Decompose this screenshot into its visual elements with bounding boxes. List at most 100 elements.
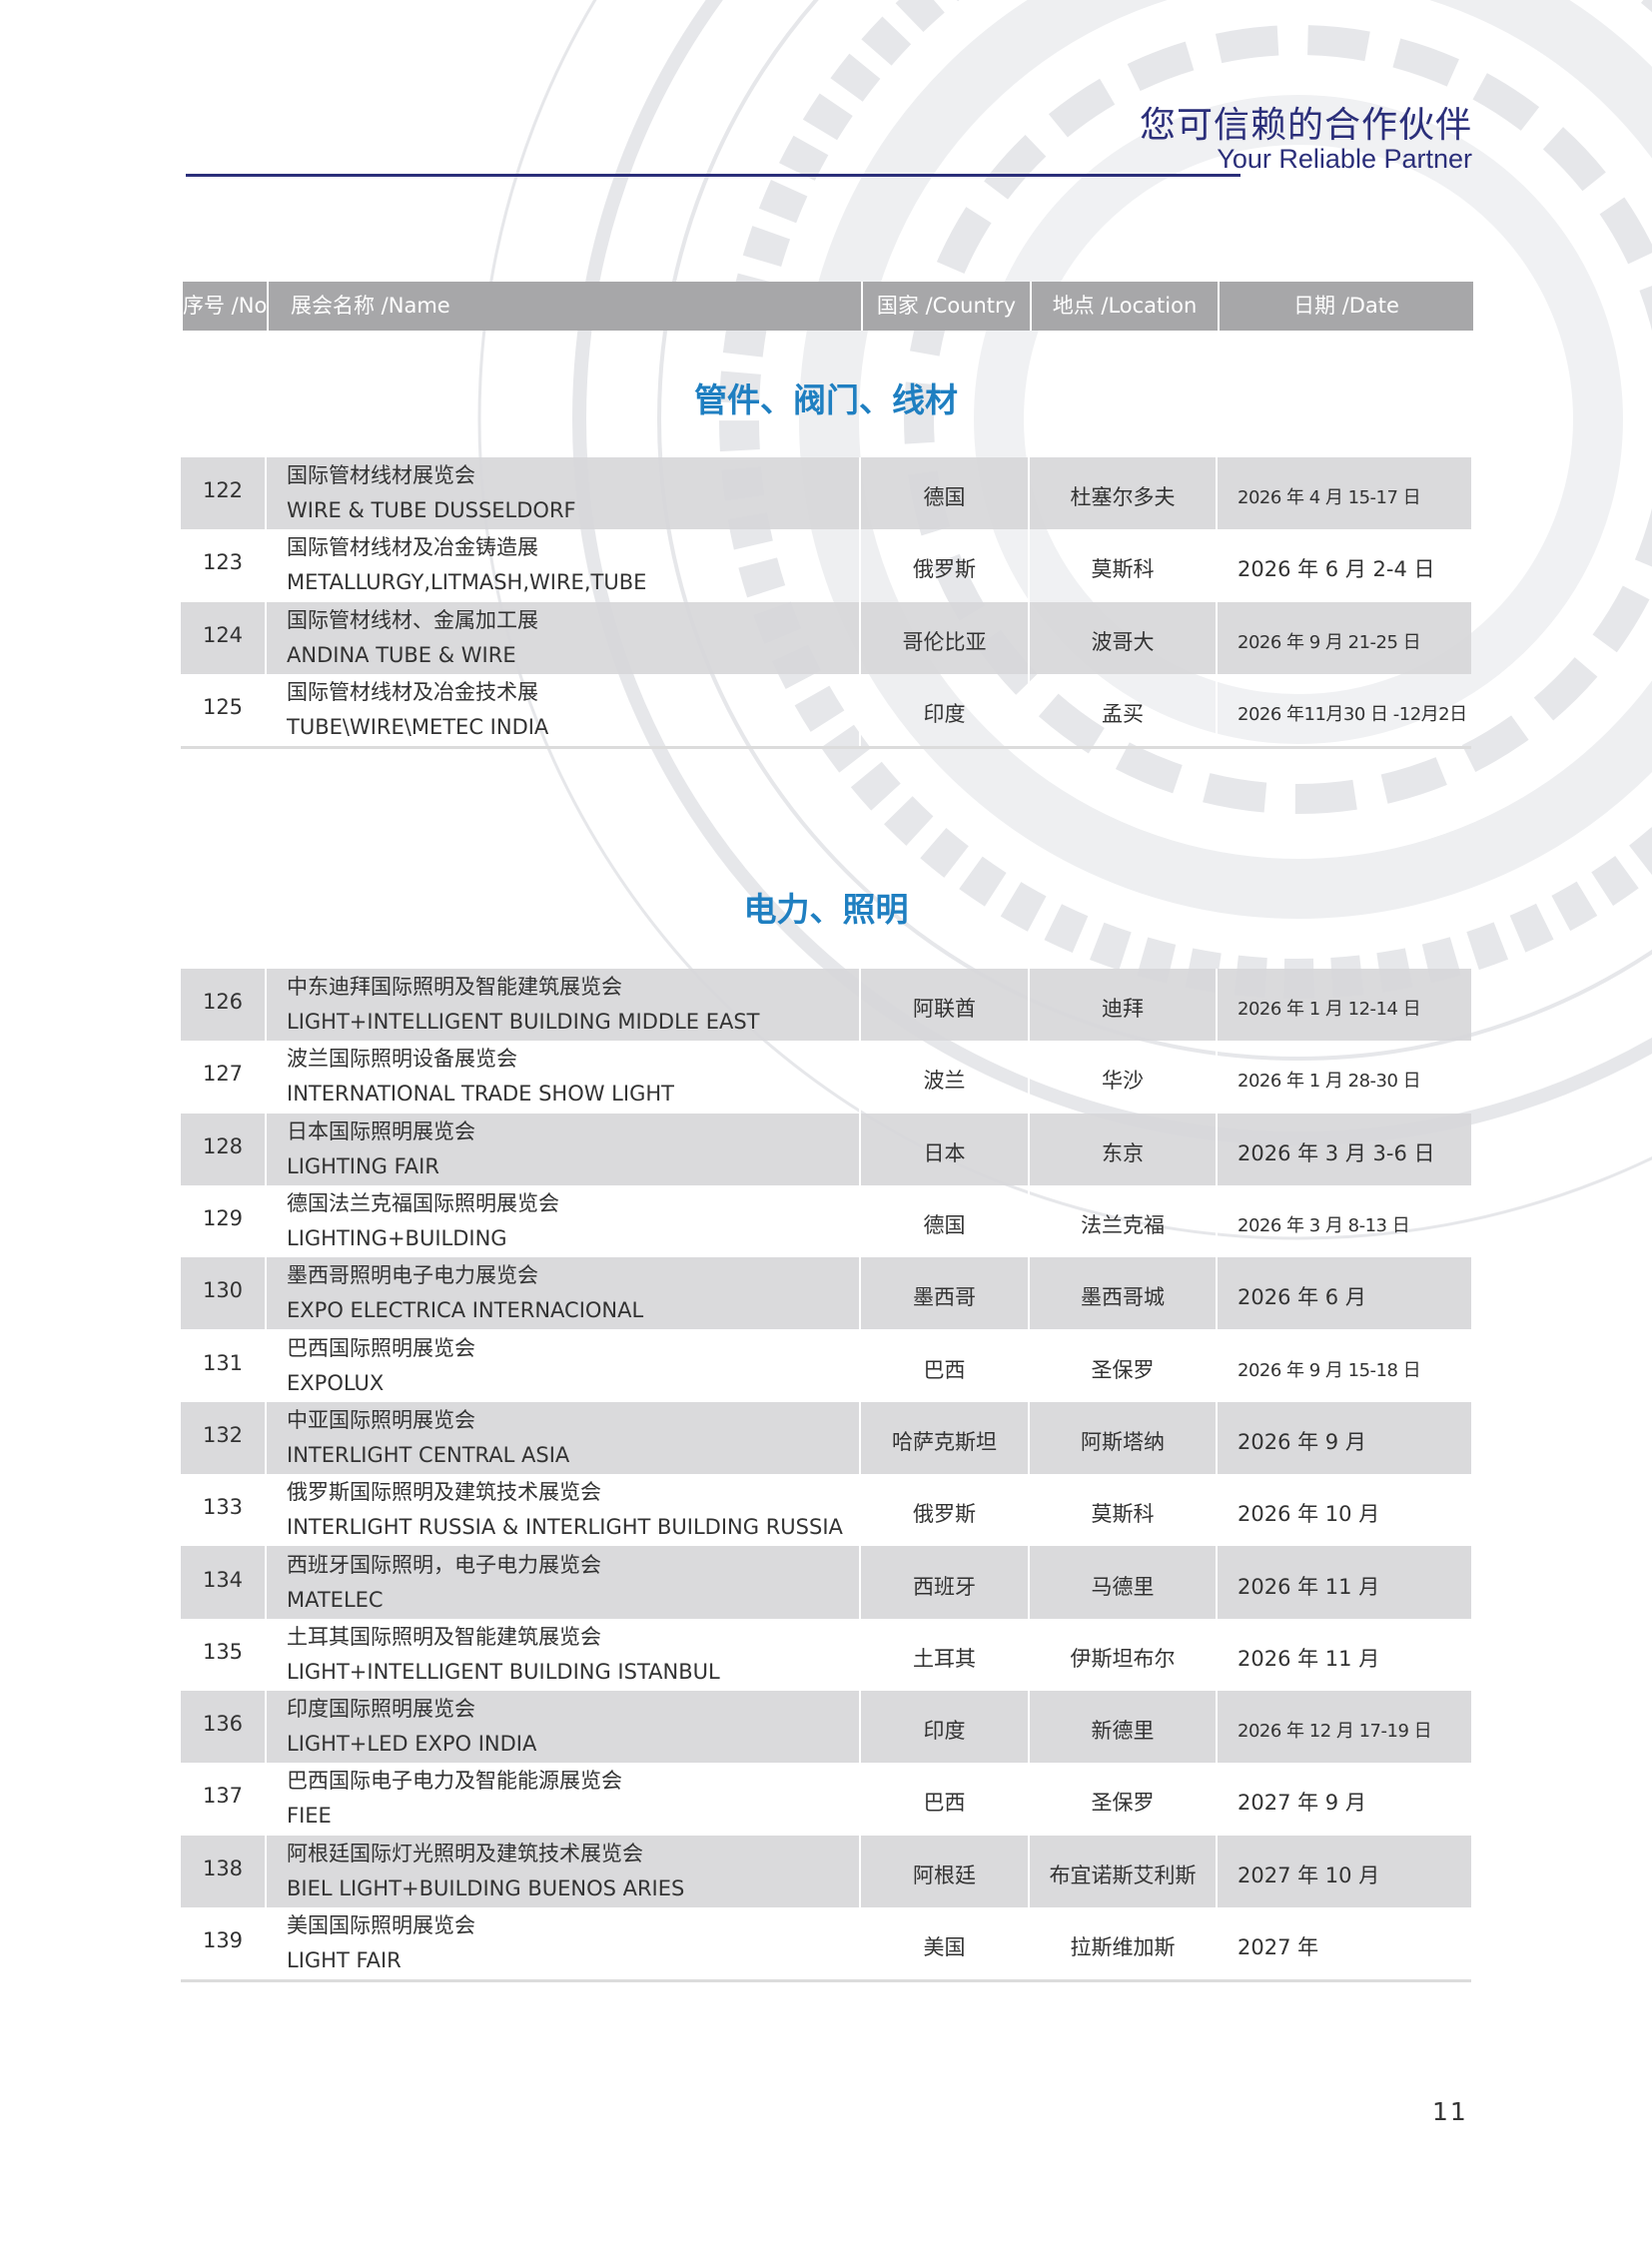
name-cn: 巴西国际照明展览会 <box>287 1335 475 1360</box>
exhibition-name: 中东迪拜国际照明及智能建筑展览会 LIGHT+INTELLIGENT BUILDI… <box>267 969 861 1042</box>
exhibition-name: 美国国际照明展览会 LIGHT FAIR <box>267 1906 861 1980</box>
header-divider <box>186 174 1240 177</box>
location: 杜塞尔多夫 <box>1030 457 1218 530</box>
name-cn: 国际管材线材及冶金技术展 <box>287 680 538 705</box>
location: 法兰克福 <box>1030 1184 1218 1258</box>
date: 2026 年 9 月 <box>1238 1429 1366 1454</box>
location: 孟买 <box>1030 673 1218 747</box>
name-cn: 日本国际照明展览会 <box>287 1119 475 1143</box>
name-en: LIGHT+INTELLIGENT BUILDING MIDDLE EAST <box>287 1010 760 1035</box>
exhibition-name: 俄罗斯国际照明及建筑技术展览会 INTERLIGHT RUSSIA & INTER… <box>267 1474 861 1547</box>
country: 波兰 <box>861 1041 1030 1114</box>
col-date: 日期 /Date <box>1293 294 1399 318</box>
country: 巴西 <box>861 1329 1030 1402</box>
name-en: MATELEC <box>287 1587 384 1612</box>
page-number: 11 <box>1432 2097 1468 2126</box>
exhibition-name: 国际管材线材展览会 WIRE & TUBE DUSSELDORF <box>267 457 861 530</box>
name-en: EXPO ELECTRICA INTERNACIONAL <box>287 1298 644 1323</box>
location: 莫斯科 <box>1030 529 1218 602</box>
name-en: LIGHTING FAIR <box>287 1153 439 1178</box>
exhibition-name: 国际管材线材及冶金技术展 TUBE\WIRE\METEC INDIA <box>267 673 861 747</box>
table-row: 124 国际管材线材、金属加工展 ANDINA TUBE & WIRE 哥伦比亚 波哥大… <box>181 601 1471 674</box>
country: 印度 <box>861 1690 1030 1764</box>
date: 2026 年 1 月 12-14 日 <box>1238 999 1421 1021</box>
name-en: INTERNATIONAL TRADE SHOW LIGHT <box>287 1082 674 1107</box>
row-number: 139 <box>181 1906 267 1980</box>
row-number: 137 <box>181 1763 267 1836</box>
name-cn: 土耳其国际照明及智能建筑展览会 <box>287 1624 601 1649</box>
country: 美国 <box>861 1906 1030 1980</box>
section-title: 管件、阀门、线材 <box>694 380 958 419</box>
country: 印度 <box>861 673 1030 747</box>
header-title-cn: 您可信赖的合作伙伴 <box>1139 105 1472 146</box>
table-row: 131 巴西国际照明展览会 EXPOLUX 巴西 圣保罗 2026 年 9 月 15-18… <box>181 1329 1471 1402</box>
name-cn: 西班牙国际照明，电子电力展览会 <box>287 1552 601 1577</box>
col-name: 展会名称 /Name <box>269 282 863 331</box>
date: 2026 年 6 月 2-4 日 <box>1238 557 1435 582</box>
country: 西班牙 <box>861 1546 1030 1619</box>
name-en: LIGHT+LED EXPO INDIA <box>287 1732 537 1757</box>
location: 华沙 <box>1030 1041 1218 1114</box>
table-row: 135 土耳其国际照明及智能建筑展览会 LIGHT+INTELLIGENT BUIL… <box>181 1618 1471 1691</box>
table-row: 122 国际管材线材展览会 WIRE & TUBE DUSSELDORF 德国 杜塞尔多… <box>181 457 1471 530</box>
name-en: INTERLIGHT CENTRAL ASIA <box>287 1442 570 1467</box>
name-cn: 国际管材线材、金属加工展 <box>287 607 538 632</box>
name-en: LIGHT+INTELLIGENT BUILDING ISTANBUL <box>287 1659 720 1684</box>
country: 阿根廷 <box>861 1835 1030 1907</box>
row-number: 135 <box>181 1618 267 1691</box>
row-number: 128 <box>181 1113 267 1185</box>
row-number: 123 <box>181 529 267 602</box>
name-cn: 墨西哥照明电子电力展览会 <box>287 1263 538 1288</box>
row-number: 132 <box>181 1401 267 1475</box>
location: 波哥大 <box>1030 601 1218 674</box>
country: 俄罗斯 <box>861 1474 1030 1547</box>
location: 伊斯坦布尔 <box>1030 1618 1218 1691</box>
location: 迪拜 <box>1030 969 1218 1042</box>
table-row: 133 俄罗斯国际照明及建筑技术展览会 INTERLIGHT RUSSIA & IN… <box>181 1474 1471 1547</box>
name-en: LIGHTING+BUILDING <box>287 1226 507 1251</box>
date: 2026 年 1 月 28-30 日 <box>1238 1071 1421 1093</box>
row-number: 130 <box>181 1257 267 1330</box>
name-en: EXPOLUX <box>287 1370 385 1395</box>
name-cn: 波兰国际照明设备展览会 <box>287 1047 517 1072</box>
name-cn: 中东迪拜国际照明及智能建筑展览会 <box>287 975 622 1000</box>
date: 2026 年 11 月 <box>1238 1646 1380 1671</box>
name-en: TUBE\WIRE\METEC INDIA <box>287 715 549 740</box>
row-number: 138 <box>181 1835 267 1907</box>
date: 2026 年 6 月 <box>1238 1285 1366 1310</box>
date: 2026 年 4 月 15-17 日 <box>1238 487 1421 509</box>
date: 2026 年 3 月 8-13 日 <box>1238 1215 1410 1237</box>
exhibition-name: 中亚国际照明展览会 INTERLIGHT CENTRAL ASIA <box>267 1401 861 1475</box>
date: 2026 年 11 月 <box>1238 1574 1380 1599</box>
exhibition-name: 德国法兰克福国际照明展览会 LIGHTING+BUILDING <box>267 1184 861 1258</box>
date: 2027 年 9 月 <box>1238 1791 1366 1816</box>
location: 拉斯维加斯 <box>1030 1906 1218 1980</box>
date: 2026 年 3 月 3-6 日 <box>1238 1140 1435 1165</box>
location: 莫斯科 <box>1030 1474 1218 1547</box>
date: 2026 年 12 月 17-19 日 <box>1238 1721 1432 1743</box>
table-row: 127 波兰国际照明设备展览会 INTERNATIONAL TRADE SHOW L… <box>181 1041 1471 1114</box>
row-number: 133 <box>181 1474 267 1547</box>
row-number: 136 <box>181 1690 267 1764</box>
table-row: 138 阿根廷国际灯光照明及建筑技术展览会 BIEL LIGHT+BUILDING … <box>181 1835 1471 1907</box>
table-row: 137 巴西国际电子电力及智能能源展览会 FIEE 巴西 圣保罗 2027 年 9 月 <box>181 1763 1471 1836</box>
name-cn: 美国国际照明展览会 <box>287 1913 475 1937</box>
name-en: FIEE <box>287 1804 332 1829</box>
country: 土耳其 <box>861 1618 1030 1691</box>
name-cn: 印度国际照明展览会 <box>287 1697 475 1722</box>
name-en: INTERLIGHT RUSSIA & INTERLIGHT BUILDING … <box>287 1515 843 1540</box>
section-title: 电力、照明 <box>743 890 909 929</box>
exhibition-name: 巴西国际照明展览会 EXPOLUX <box>267 1329 861 1402</box>
name-cn: 巴西国际电子电力及智能能源展览会 <box>287 1769 622 1794</box>
table-row: 136 印度国际照明展览会 LIGHT+LED EXPO INDIA 印度 新德里 202… <box>181 1690 1471 1764</box>
table-row: 126 中东迪拜国际照明及智能建筑展览会 LIGHT+INTELLIGENT BUI… <box>181 969 1471 1042</box>
date: 2026 年11月30 日 -12月2日 <box>1238 704 1467 726</box>
country: 哥伦比亚 <box>861 601 1030 674</box>
country: 阿联酋 <box>861 969 1030 1042</box>
name-en: ANDINA TUBE & WIRE <box>287 642 516 667</box>
location: 墨西哥城 <box>1030 1257 1218 1330</box>
location: 布宜诺斯艾利斯 <box>1030 1835 1218 1907</box>
location: 东京 <box>1030 1113 1218 1185</box>
country: 德国 <box>861 1184 1030 1258</box>
col-location: 地点 /Location <box>1032 282 1220 331</box>
